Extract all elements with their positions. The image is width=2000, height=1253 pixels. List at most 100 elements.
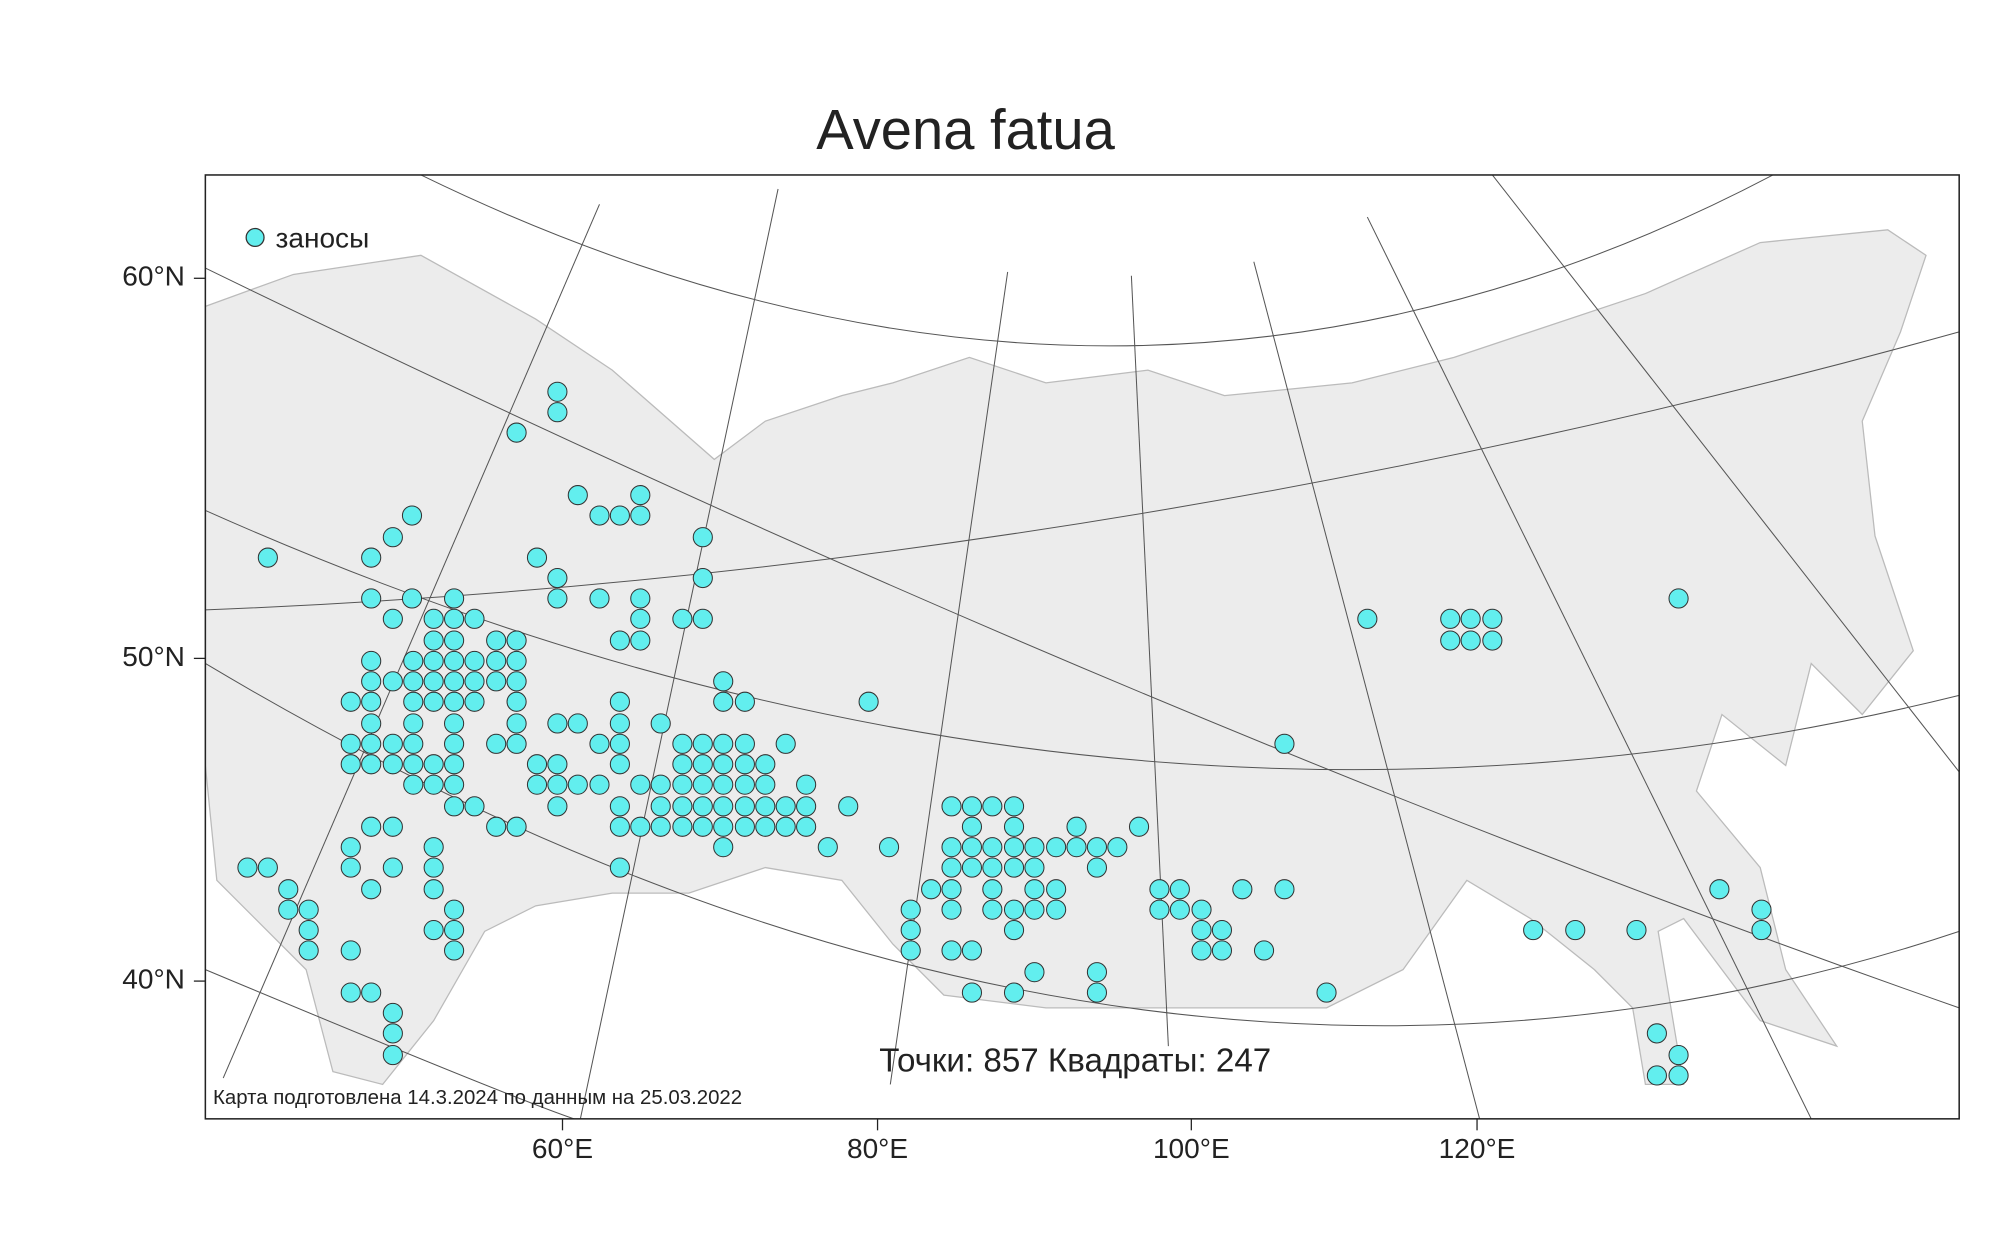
occurrence-dot — [361, 650, 382, 672]
squares-count: 247 — [1216, 1042, 1271, 1079]
occurrence-dot — [1646, 1065, 1667, 1086]
occurrence-dot — [1440, 608, 1461, 629]
occurrence-dot — [1046, 899, 1067, 920]
occurrence-dot — [1024, 962, 1045, 983]
occurrence-dot — [444, 588, 465, 609]
occurrence-dot — [567, 485, 588, 506]
occurrence-dot — [444, 733, 465, 754]
occurrence-dot — [340, 733, 361, 754]
occurrence-dot — [547, 567, 568, 589]
occurrence-dot — [609, 754, 630, 775]
occurrence-dot — [609, 733, 630, 754]
occurrence-dot — [340, 982, 361, 1003]
occurrence-dot — [464, 691, 485, 712]
occurrence-dot — [298, 940, 319, 961]
occurrence-dot — [423, 879, 444, 900]
occurrence-dot — [589, 588, 610, 609]
occurrence-dot — [692, 608, 713, 629]
meridian — [1253, 261, 1481, 1119]
occurrence-dot — [1460, 608, 1481, 629]
occurrence-dot — [526, 547, 548, 568]
occurrence-dot — [361, 754, 382, 775]
occurrence-dot — [692, 774, 713, 795]
occurrence-dot — [1149, 879, 1170, 900]
occurrence-dot — [382, 608, 403, 629]
occurrence-dot — [630, 485, 651, 506]
occurrence-dot — [1107, 837, 1128, 858]
occurrence-dot — [464, 796, 485, 817]
occurrence-dot — [382, 1023, 403, 1044]
occurrence-dot — [1024, 837, 1045, 858]
occurrence-dot — [796, 774, 817, 795]
occurrence-dot — [1191, 919, 1212, 941]
occurrence-dot — [547, 774, 568, 795]
occurrence-dot — [361, 713, 382, 734]
occurrence-dot — [444, 608, 465, 629]
occurrence-dot — [900, 919, 921, 941]
parallel — [205, 969, 575, 1119]
occurrence-dot — [1003, 899, 1025, 920]
occurrence-dot — [361, 816, 382, 837]
occurrence-dot — [961, 796, 983, 817]
occurrence-dot — [630, 774, 651, 795]
occurrence-dot — [1024, 879, 1045, 900]
occurrence-dot — [982, 857, 1003, 878]
occurrence-dot — [403, 671, 424, 692]
occurrence-dot — [1668, 1065, 1689, 1086]
occurrence-dot — [982, 879, 1003, 900]
occurrence-dot — [692, 733, 713, 754]
meridian — [222, 204, 600, 1079]
occurrence-dot — [506, 816, 527, 837]
y-label: 40°N — [122, 963, 185, 994]
occurrence-dot — [609, 691, 630, 712]
occurrence-dot — [858, 691, 879, 712]
x-label: 100°E — [1153, 1133, 1230, 1164]
occurrence-dot — [941, 796, 962, 817]
x-label: 80°E — [847, 1133, 908, 1164]
occurrence-dot — [589, 774, 610, 795]
occurrence-dot — [340, 857, 361, 878]
occurrence-dot — [506, 733, 527, 754]
occurrence-dot — [444, 671, 465, 692]
occurrence-dot — [692, 796, 713, 817]
occurrence-dot — [486, 650, 507, 672]
occurrence-dot — [403, 733, 424, 754]
occurrence-dot — [401, 505, 423, 526]
occurrence-dot — [1668, 588, 1689, 609]
occurrence-dot — [1003, 796, 1025, 817]
points-count: 857 — [983, 1042, 1038, 1079]
occurrence-dot — [567, 774, 588, 795]
occurrence-dot — [464, 671, 485, 692]
occurrence-dot — [941, 899, 962, 920]
occurrence-dot — [1046, 837, 1067, 858]
occurrence-dot — [941, 837, 962, 858]
occurrence-dot — [444, 796, 465, 817]
occurrence-dot — [547, 381, 568, 402]
occurrence-dot — [1751, 899, 1772, 920]
occurrence-dot — [361, 982, 382, 1003]
occurrence-dot — [713, 796, 734, 817]
occurrence-dot — [526, 754, 548, 775]
occurrence-dot — [609, 630, 630, 651]
occurrence-dot — [692, 567, 713, 589]
map-title: Avena fatua — [816, 98, 1115, 161]
occurrence-dot — [1003, 857, 1025, 878]
occurrence-dot — [1003, 816, 1025, 837]
occurrence-dot — [403, 754, 424, 775]
meridian — [1491, 174, 1960, 773]
occurrence-dot — [506, 422, 527, 443]
occurrence-dot — [444, 630, 465, 651]
occurrence-dot — [755, 816, 776, 837]
occurrence-dot — [506, 650, 527, 672]
occurrence-dot — [713, 754, 734, 775]
occurrence-dot — [1086, 982, 1108, 1003]
occurrence-dot — [423, 754, 444, 775]
occurrence-dot — [257, 547, 278, 568]
occurrence-dot — [1626, 919, 1647, 941]
occurrence-dot — [444, 691, 465, 712]
occurrence-dot — [340, 754, 361, 775]
occurrence-dot — [734, 733, 755, 754]
occurrence-dot — [982, 899, 1003, 920]
occurrence-dot — [1086, 962, 1108, 983]
